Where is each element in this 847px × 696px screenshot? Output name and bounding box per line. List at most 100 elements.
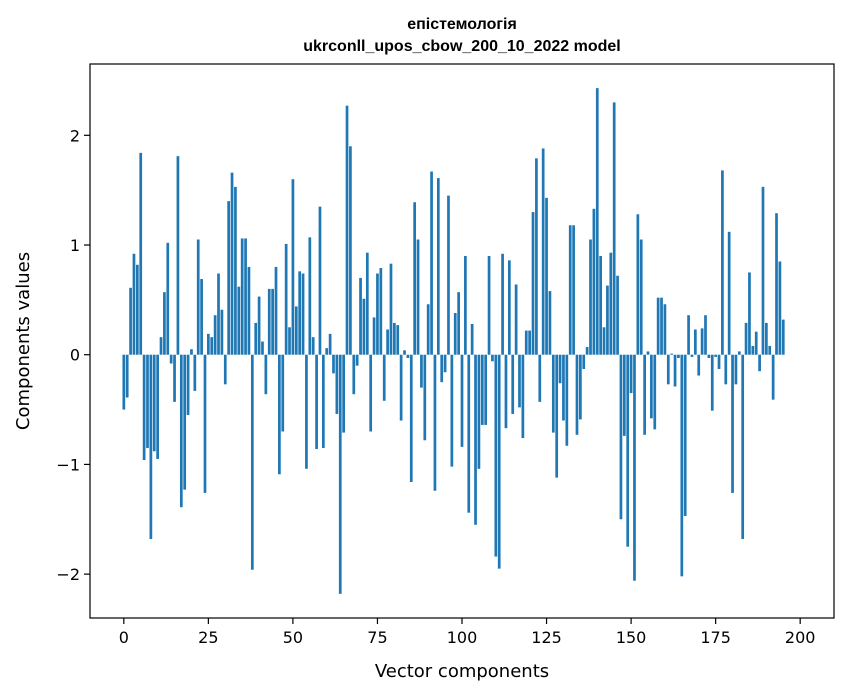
bar-128 bbox=[555, 354, 559, 478]
bar-89 bbox=[423, 354, 427, 441]
bar-32 bbox=[230, 172, 234, 355]
bar-1 bbox=[125, 354, 129, 398]
bar-75 bbox=[376, 273, 379, 355]
bar-175 bbox=[714, 354, 717, 357]
bar-106 bbox=[480, 354, 484, 425]
bar-71 bbox=[362, 298, 366, 355]
bar-156 bbox=[650, 354, 653, 419]
chart-subtitle: ukrconll_upos_cbow_200_10_2022 model bbox=[303, 38, 620, 55]
bar-188 bbox=[758, 354, 761, 372]
bar-112 bbox=[501, 253, 504, 355]
bar-130 bbox=[562, 354, 565, 421]
bar-140 bbox=[595, 88, 599, 355]
bar-38 bbox=[250, 354, 254, 570]
bar-119 bbox=[524, 330, 528, 355]
bar-158 bbox=[656, 297, 660, 355]
bar-51 bbox=[294, 306, 298, 355]
bar-190 bbox=[765, 322, 768, 355]
bar-8 bbox=[149, 354, 153, 540]
x-tick-label: 50 bbox=[283, 628, 303, 647]
bar-183 bbox=[741, 354, 745, 540]
bar-86 bbox=[413, 202, 417, 355]
bar-166 bbox=[683, 354, 687, 516]
y-axis-ticks: −2 −1 0 1 2 bbox=[56, 126, 90, 584]
bar-110 bbox=[494, 354, 498, 557]
bar-154 bbox=[643, 354, 646, 435]
bar-88 bbox=[420, 354, 423, 388]
bar-39 bbox=[254, 322, 258, 355]
bar-162 bbox=[670, 353, 674, 355]
y-tick-label: 0 bbox=[70, 346, 80, 365]
bar-124 bbox=[541, 148, 545, 355]
bar-136 bbox=[582, 354, 586, 369]
bar-67 bbox=[349, 146, 352, 355]
bar-155 bbox=[646, 351, 650, 355]
y-tick-label: 1 bbox=[70, 236, 80, 255]
bar-12 bbox=[163, 292, 166, 355]
bar-80 bbox=[393, 322, 396, 355]
bar-115 bbox=[511, 354, 515, 414]
bar-146 bbox=[616, 275, 619, 355]
bar-16 bbox=[176, 156, 180, 355]
bar-27 bbox=[213, 315, 217, 355]
bar-70 bbox=[359, 277, 362, 355]
x-axis-ticks: 0 25 50 75 100 125 150 175 200 bbox=[119, 618, 815, 647]
y-tick-label: −1 bbox=[56, 455, 80, 474]
bar-107 bbox=[484, 354, 488, 425]
bar-10 bbox=[156, 354, 159, 459]
bar-114 bbox=[507, 260, 511, 355]
x-tick-label: 75 bbox=[367, 628, 387, 647]
bar-25 bbox=[207, 333, 210, 355]
y-axis-label: Components values bbox=[13, 252, 34, 430]
bar-102 bbox=[467, 354, 471, 513]
x-tick-label: 0 bbox=[119, 628, 129, 647]
bar-193 bbox=[775, 213, 778, 355]
chart-title: епістемологія bbox=[407, 16, 517, 33]
bar-7 bbox=[146, 354, 149, 448]
bar-34 bbox=[237, 286, 241, 355]
bar-104 bbox=[474, 354, 477, 525]
bar-50 bbox=[291, 179, 295, 355]
bar-81 bbox=[396, 325, 400, 355]
bar-126 bbox=[548, 291, 552, 355]
bar-98 bbox=[453, 313, 457, 355]
bar-93 bbox=[436, 178, 440, 355]
bar-40 bbox=[257, 296, 261, 355]
bar-97 bbox=[450, 354, 454, 467]
bar-152 bbox=[636, 214, 640, 355]
bar-145 bbox=[612, 102, 616, 355]
bar-147 bbox=[619, 354, 623, 520]
bar-46 bbox=[278, 354, 281, 475]
bar-33 bbox=[234, 186, 237, 355]
bar-26 bbox=[210, 337, 214, 355]
bar-159 bbox=[660, 297, 663, 355]
bar-185 bbox=[748, 272, 751, 355]
bar-191 bbox=[768, 345, 772, 355]
bar-22 bbox=[196, 239, 200, 355]
bar-135 bbox=[579, 354, 582, 420]
bar-91 bbox=[430, 171, 433, 355]
bar-68 bbox=[352, 354, 356, 395]
bar-84 bbox=[406, 354, 410, 358]
bar-61 bbox=[328, 333, 332, 355]
bar-14 bbox=[169, 354, 173, 364]
bar-160 bbox=[663, 304, 667, 355]
bar-59 bbox=[321, 354, 325, 448]
bar-108 bbox=[487, 255, 491, 355]
bar-169 bbox=[693, 329, 697, 355]
bar-92 bbox=[433, 354, 437, 491]
bar-113 bbox=[504, 354, 508, 429]
bar-56 bbox=[311, 337, 315, 355]
bar-82 bbox=[399, 354, 403, 421]
bar-41 bbox=[261, 341, 264, 355]
bar-116 bbox=[514, 284, 518, 355]
bar-177 bbox=[721, 170, 724, 355]
bar-182 bbox=[737, 351, 741, 355]
bar-94 bbox=[440, 354, 444, 383]
bar-62 bbox=[332, 354, 335, 374]
bar-129 bbox=[558, 354, 562, 384]
bar-165 bbox=[680, 354, 684, 577]
bar-123 bbox=[538, 354, 542, 402]
bar-20 bbox=[190, 349, 193, 355]
bar-35 bbox=[240, 238, 244, 355]
